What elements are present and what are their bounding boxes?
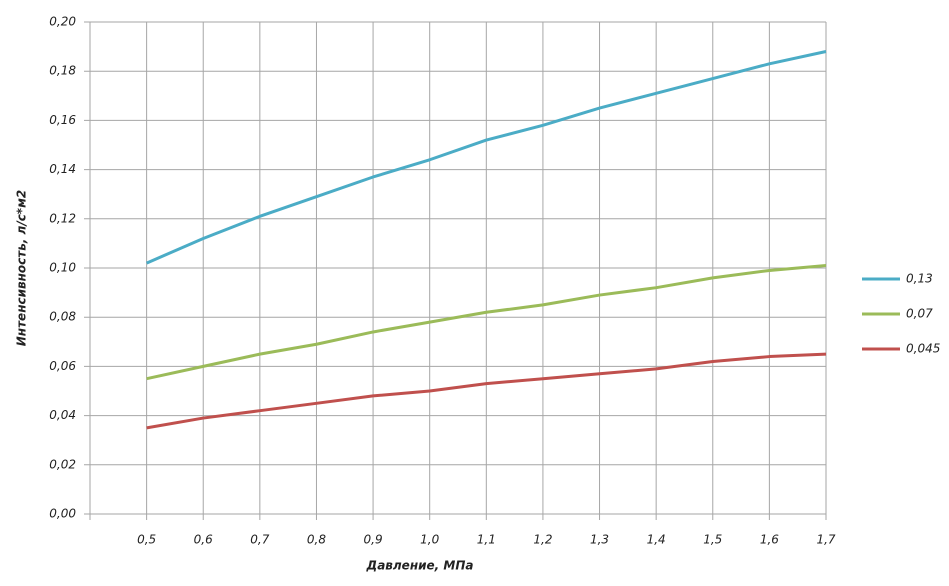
series-line	[146, 264, 827, 381]
x-tick-label: 0,5	[137, 533, 156, 547]
y-tick-label: 0,02	[49, 457, 76, 471]
x-tick-label: 1,4	[647, 533, 666, 547]
x-tick-label: 0,8	[307, 533, 326, 547]
x-tick-label: 1,3	[590, 533, 609, 547]
y-tick-label: 0,10	[49, 261, 76, 275]
legend-label: 0,045	[906, 342, 940, 356]
x-tick-label: 1,1	[477, 533, 496, 547]
y-axis-label: Интенсивность, л/с*м2	[15, 190, 29, 346]
series-line	[146, 50, 827, 265]
x-tick-label: 1,0	[420, 533, 439, 547]
y-tick-label: 0,12	[49, 211, 76, 225]
x-tick-label: 1,2	[533, 533, 552, 547]
x-tick-label: 0,9	[364, 533, 383, 547]
y-tick-label: 0,08	[49, 310, 76, 324]
y-tick-label: 0,20	[49, 15, 76, 29]
legend-label: 0,07	[906, 307, 933, 321]
x-tick-label: 0,7	[250, 533, 269, 547]
series-line	[146, 352, 827, 430]
x-axis-label: Давление, МПа	[366, 559, 474, 573]
y-tick-label: 0,04	[49, 408, 76, 422]
y-tick-label: 0,16	[49, 113, 76, 127]
y-tick-label: 0,18	[49, 64, 76, 78]
y-tick-label: 0,06	[49, 359, 76, 373]
x-tick-label: 1,6	[760, 533, 779, 547]
x-tick-label: 1,5	[703, 533, 722, 547]
x-tick-label: 1,7	[816, 533, 835, 547]
y-tick-label: 0,00	[49, 507, 76, 521]
x-tick-label: 0,6	[194, 533, 213, 547]
y-tick-label: 0,14	[49, 162, 76, 176]
legend-label: 0,13	[906, 272, 933, 286]
